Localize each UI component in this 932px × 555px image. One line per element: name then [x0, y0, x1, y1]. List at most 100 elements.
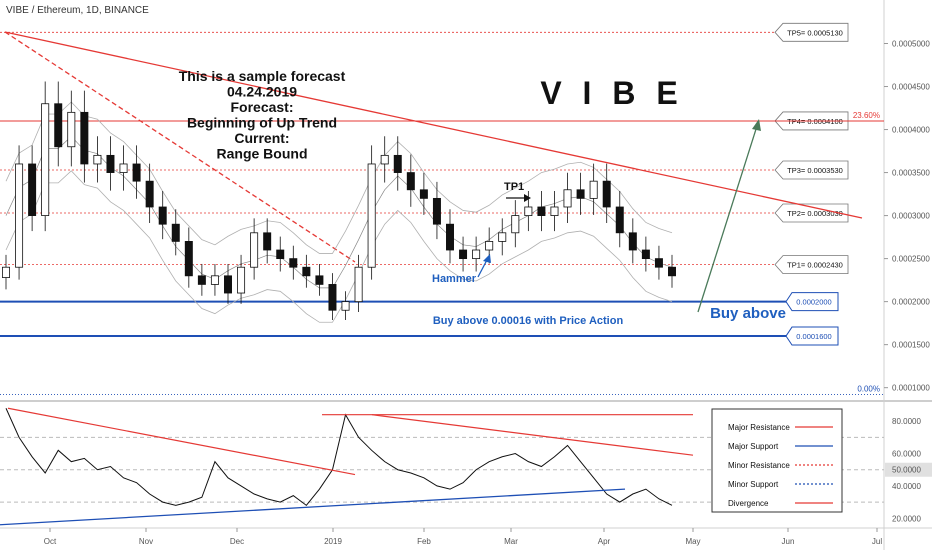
bollinger-upper-band	[5, 101, 673, 254]
candle-body	[615, 206, 624, 234]
forecast-annotation-line: 04.24.2019	[227, 84, 297, 100]
candle-body	[28, 163, 37, 216]
candle-body	[354, 266, 363, 303]
target-box-label: TP5= 0.0005130	[787, 28, 843, 37]
candle-body	[393, 154, 402, 173]
forecast-annotation-line: Forecast:	[230, 99, 293, 115]
candle-body	[654, 258, 663, 268]
candle-body	[132, 163, 141, 182]
candles-group	[2, 81, 676, 321]
price-tick-label: 0.0005000	[892, 40, 930, 49]
candle-body	[328, 284, 337, 311]
price-tick-label: 0.0001000	[892, 384, 930, 393]
candle-body	[145, 180, 154, 208]
forecast-arrow	[697, 125, 758, 313]
support-box-label: 0.0002000	[796, 298, 831, 307]
buy-zone-label: Buy above 0.00016 with Price Action	[433, 315, 624, 327]
candle-body	[224, 275, 232, 294]
support-box: 0.0001600	[785, 326, 839, 346]
price-tick-label: 0.0004000	[892, 126, 930, 135]
candle-body	[289, 258, 298, 268]
target-box-shape	[774, 22, 849, 42]
candle-body	[80, 111, 89, 165]
oscillator-tick-label: 40.0000	[892, 482, 921, 491]
time-tick-label: 2019	[324, 537, 342, 546]
candle-body	[263, 232, 272, 251]
candle-body	[15, 163, 24, 268]
time-tick-label: Oct	[44, 537, 57, 546]
candle-body	[184, 241, 193, 277]
hammer-label: Hammer	[432, 273, 477, 285]
legend-item-label: Minor Support	[728, 480, 779, 489]
target-box-label: TP3= 0.0003530	[787, 166, 843, 175]
candle-body	[537, 206, 546, 216]
candle-body	[628, 232, 637, 251]
support-box-shape	[785, 326, 839, 346]
candle-body	[498, 232, 507, 242]
candle-body	[276, 249, 285, 260]
fib-level-label: 23.60%	[853, 111, 880, 120]
candle-body	[41, 103, 50, 216]
candle-body	[563, 189, 572, 208]
candle-body	[406, 172, 415, 191]
candle-body	[380, 154, 389, 165]
support-box: 0.0002000	[785, 292, 839, 312]
time-tick-label: Apr	[598, 537, 611, 546]
candle-body	[119, 163, 128, 173]
price-tick-label: 0.0003000	[892, 212, 930, 221]
oscillator-resistance-line	[7, 407, 356, 476]
hammer-arrow-head	[483, 254, 491, 263]
candle-body	[485, 241, 494, 251]
target-box: TP2= 0.0003030	[774, 203, 849, 223]
target-box-shape	[774, 160, 849, 180]
forecast-annotation-line: This is a sample forecast	[179, 68, 346, 84]
candle-body	[106, 154, 115, 173]
buy-above-label: Buy above	[710, 305, 786, 322]
target-box: TP5= 0.0005130	[774, 22, 849, 42]
candle-body	[576, 189, 585, 199]
oscillator-line	[5, 408, 673, 507]
chart-title: VIBE / Ethereum, 1D, BINANCE	[6, 5, 149, 16]
major-resistance-trendline	[4, 31, 863, 219]
candle-body	[67, 111, 76, 148]
forecast-annotation-line: Current:	[234, 130, 289, 146]
target-box: TP3= 0.0003530	[774, 160, 849, 180]
support-box-label: 0.0001600	[796, 332, 831, 341]
forecast-annotation-line: Beginning of Up Trend	[187, 115, 337, 131]
bollinger-lower-band	[5, 170, 673, 323]
candle-body	[472, 249, 481, 260]
candle-body	[511, 215, 520, 234]
candle-body	[446, 223, 454, 251]
time-tick-label: May	[685, 537, 700, 546]
candle-body	[197, 275, 206, 285]
target-box-label: TP1= 0.0002430	[787, 261, 843, 270]
candle-body	[524, 206, 533, 216]
oscillator-highlight-box	[885, 462, 932, 477]
candle-body	[550, 206, 559, 216]
legend-item-label: Major Support	[728, 442, 779, 451]
time-tick-label: Nov	[139, 537, 153, 546]
legend-item-label: Divergence	[728, 499, 769, 508]
oscillator-tick-label: 50.0000	[892, 466, 921, 475]
support-box-shape	[785, 292, 839, 312]
candle-body	[641, 249, 650, 260]
candle-body	[237, 266, 246, 294]
candle-body	[2, 266, 10, 278]
candle-body	[341, 301, 350, 311]
price-tick-label: 0.0003500	[892, 169, 930, 178]
oscillator-support-line	[0, 488, 626, 526]
oscillator-tick-label: 60.0000	[892, 450, 921, 459]
minor-resistance-trendline	[4, 31, 356, 263]
tp1-arrow-head	[524, 194, 531, 202]
candle-body	[171, 223, 180, 242]
candle-body	[250, 232, 259, 268]
fib-level-label: 0.00%	[857, 385, 880, 394]
target-box: TP1= 0.0002430	[774, 255, 849, 275]
bollinger-middle-band	[5, 135, 673, 289]
candle-body	[432, 197, 441, 225]
candle-body	[589, 180, 598, 199]
price-tick-label: 0.0002500	[892, 255, 930, 264]
candle-body	[367, 163, 376, 268]
